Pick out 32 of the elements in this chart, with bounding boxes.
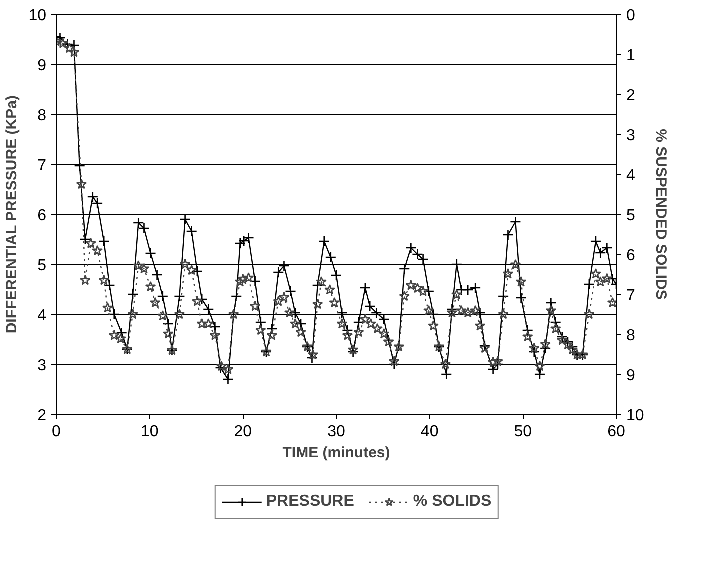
y2-tick-label: 8 — [626, 328, 636, 344]
y-tick-label: 5 — [38, 258, 47, 274]
y2-tick-label: 5 — [626, 208, 636, 224]
legend-label: PRESSURE — [266, 492, 354, 510]
x-axis-title: TIME (minutes) — [282, 444, 390, 462]
y-tick-label: 2 — [38, 408, 47, 424]
y2-tick-label: 4 — [626, 168, 636, 184]
legend-label: % SOLIDS — [413, 492, 492, 510]
x-tick-label: 0 — [52, 424, 62, 440]
y2-tick-label: 1 — [626, 48, 636, 64]
y2-axis-title: % SUSPENDED SOLIDS — [652, 129, 670, 300]
x-tick-label: 40 — [420, 424, 439, 440]
y2-tick-label: 6 — [626, 248, 636, 264]
y-tick-label: 10 — [28, 8, 47, 24]
y-tick-label: 4 — [38, 308, 47, 324]
y2-tick-label: 10 — [626, 408, 644, 424]
y-tick-label: 7 — [38, 158, 47, 174]
x-tick-label: 50 — [514, 424, 532, 440]
y2-tick-label: 7 — [626, 288, 636, 304]
x-tick-label: 60 — [608, 424, 626, 440]
x-tick-label: 20 — [234, 424, 252, 440]
x-tick-label: 10 — [140, 424, 159, 440]
y2-tick-label: 0 — [626, 8, 636, 24]
y2-tick-label: 2 — [626, 88, 636, 104]
y2-tick-label: 3 — [626, 128, 636, 144]
y-tick-label: 8 — [38, 108, 47, 124]
y-tick-label: 3 — [38, 358, 47, 374]
y2-tick-label: 9 — [626, 368, 636, 384]
x-tick-label: 30 — [328, 424, 346, 440]
y-axis-title: DIFFERENTIAL PRESSURE (KPa) — [4, 96, 21, 334]
y-tick-label: 9 — [38, 58, 47, 74]
y-tick-label: 6 — [38, 208, 47, 224]
